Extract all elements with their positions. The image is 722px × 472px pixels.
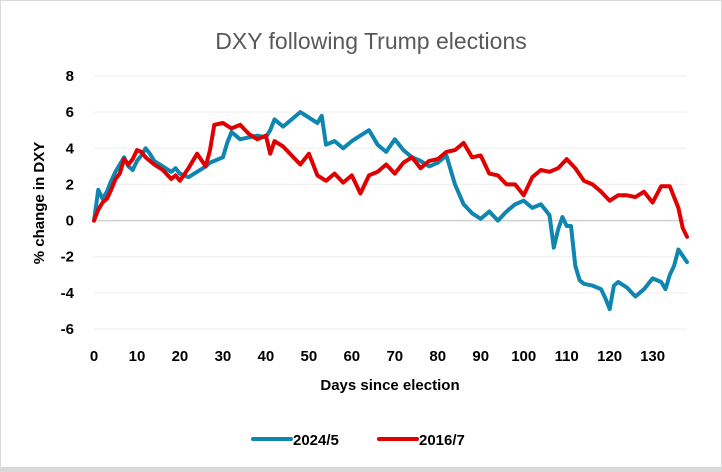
x-tick-label: 0 (90, 348, 98, 365)
x-tick-label: 30 (215, 348, 232, 365)
legend-label: 2024/5 (293, 432, 339, 449)
legend-item: 2016/7 (377, 432, 465, 449)
x-tick-label: 40 (258, 348, 275, 365)
x-axis-label: Days since election (320, 377, 459, 394)
x-tick-label: 120 (597, 348, 622, 365)
y-tick-label: 4 (66, 140, 75, 157)
y-tick-label: -2 (61, 249, 74, 266)
y-tick-label: -4 (61, 285, 75, 302)
x-tick-label: 20 (172, 348, 189, 365)
y-axis-label: % change in DXY (31, 142, 48, 265)
chart-title: DXY following Trump elections (215, 28, 527, 54)
y-tick-label: 6 (66, 104, 74, 121)
x-tick-label: 10 (129, 348, 146, 365)
series-lines (92, 110, 689, 312)
x-tick-label: 50 (301, 348, 318, 365)
series-line-2016-7 (92, 121, 689, 239)
legend-label: 2016/7 (419, 432, 465, 449)
y-tick-labels: 8 6 4 2 0 -2 -4 -6 (61, 68, 75, 338)
x-tick-label: 90 (472, 348, 489, 365)
legend-item: 2024/5 (251, 432, 339, 449)
gridlines (94, 75, 687, 330)
y-tick-label: 8 (66, 68, 74, 85)
x-tick-label: 60 (343, 348, 360, 365)
x-tick-label: 80 (429, 348, 446, 365)
y-tick-label: 2 (66, 176, 74, 193)
x-tick-label: 70 (386, 348, 403, 365)
y-tick-label: -6 (61, 321, 74, 338)
series-line-2024-5 (92, 110, 689, 312)
y-tick-label: 0 (66, 213, 74, 230)
x-tick-labels: 0 10 20 30 40 50 60 70 80 90 100 110 120 130 (90, 348, 665, 365)
x-tick-label: 130 (640, 348, 665, 365)
x-tick-label: 100 (511, 348, 536, 365)
x-tick-label: 110 (555, 348, 579, 365)
legend: 2024/5 2016/7 (251, 432, 465, 449)
